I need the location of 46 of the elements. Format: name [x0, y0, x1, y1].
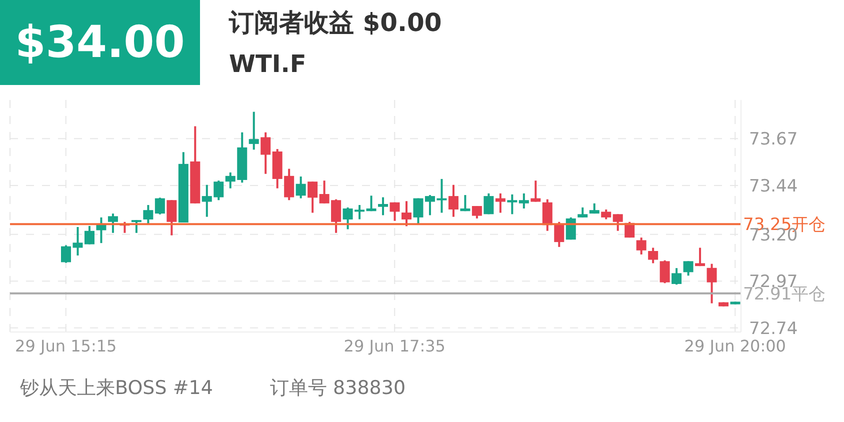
- candlestick: [248, 110, 259, 151]
- candlestick: [154, 196, 165, 216]
- candlestick: [402, 200, 412, 228]
- candlestick: [530, 180, 541, 203]
- y-tick-label: 73.44: [749, 176, 798, 197]
- text: $34.00: [0, 0, 200, 85]
- candlestick: [518, 192, 529, 210]
- candlestick: [166, 199, 177, 236]
- candlestick: [507, 193, 518, 216]
- chart-title: WTI.F: [229, 50, 306, 78]
- text: 订阅者收益 $0.00: [229, 7, 442, 39]
- candlestick: [542, 198, 552, 232]
- candlestick: [84, 224, 94, 246]
- candlestick: [108, 212, 118, 234]
- candlestick: [448, 184, 458, 218]
- candlestick: [390, 201, 400, 222]
- candlestick: [296, 176, 306, 200]
- candlestick: [308, 180, 318, 214]
- candlestick: [578, 206, 588, 218]
- candlestick: [143, 204, 154, 226]
- candlestick: [366, 194, 376, 212]
- candlestick: [484, 192, 494, 216]
- candlestick: [260, 131, 271, 175]
- text: 订单号 838830: [270, 376, 406, 401]
- text: 钞从天上来BOSS #14: [20, 376, 213, 401]
- candlestick: [378, 196, 388, 216]
- y-tick-label: 73.67: [749, 130, 798, 150]
- x-tick-label: 29 Jun 15:15: [15, 336, 117, 356]
- candlestick: [672, 267, 682, 286]
- candlestick: [472, 205, 482, 220]
- candlestick: [648, 246, 658, 264]
- candlestick: [495, 192, 506, 214]
- candlestick: [695, 246, 706, 268]
- candlestick: [660, 259, 670, 284]
- candlestick: [131, 219, 142, 234]
- candlestick: [683, 260, 694, 277]
- x-tick-label: 29 Jun 20:00: [684, 336, 786, 356]
- candlestick: [636, 236, 646, 256]
- candlestick: [601, 208, 612, 220]
- candlestick: [554, 220, 564, 248]
- x-tick-label: 29 Jun 17:35: [344, 336, 446, 356]
- y-tick-label: 72.74: [749, 318, 798, 339]
- candlestick: [612, 213, 623, 232]
- candlestick: [413, 197, 424, 226]
- candlestick: [706, 262, 717, 304]
- candlestick: [460, 194, 470, 212]
